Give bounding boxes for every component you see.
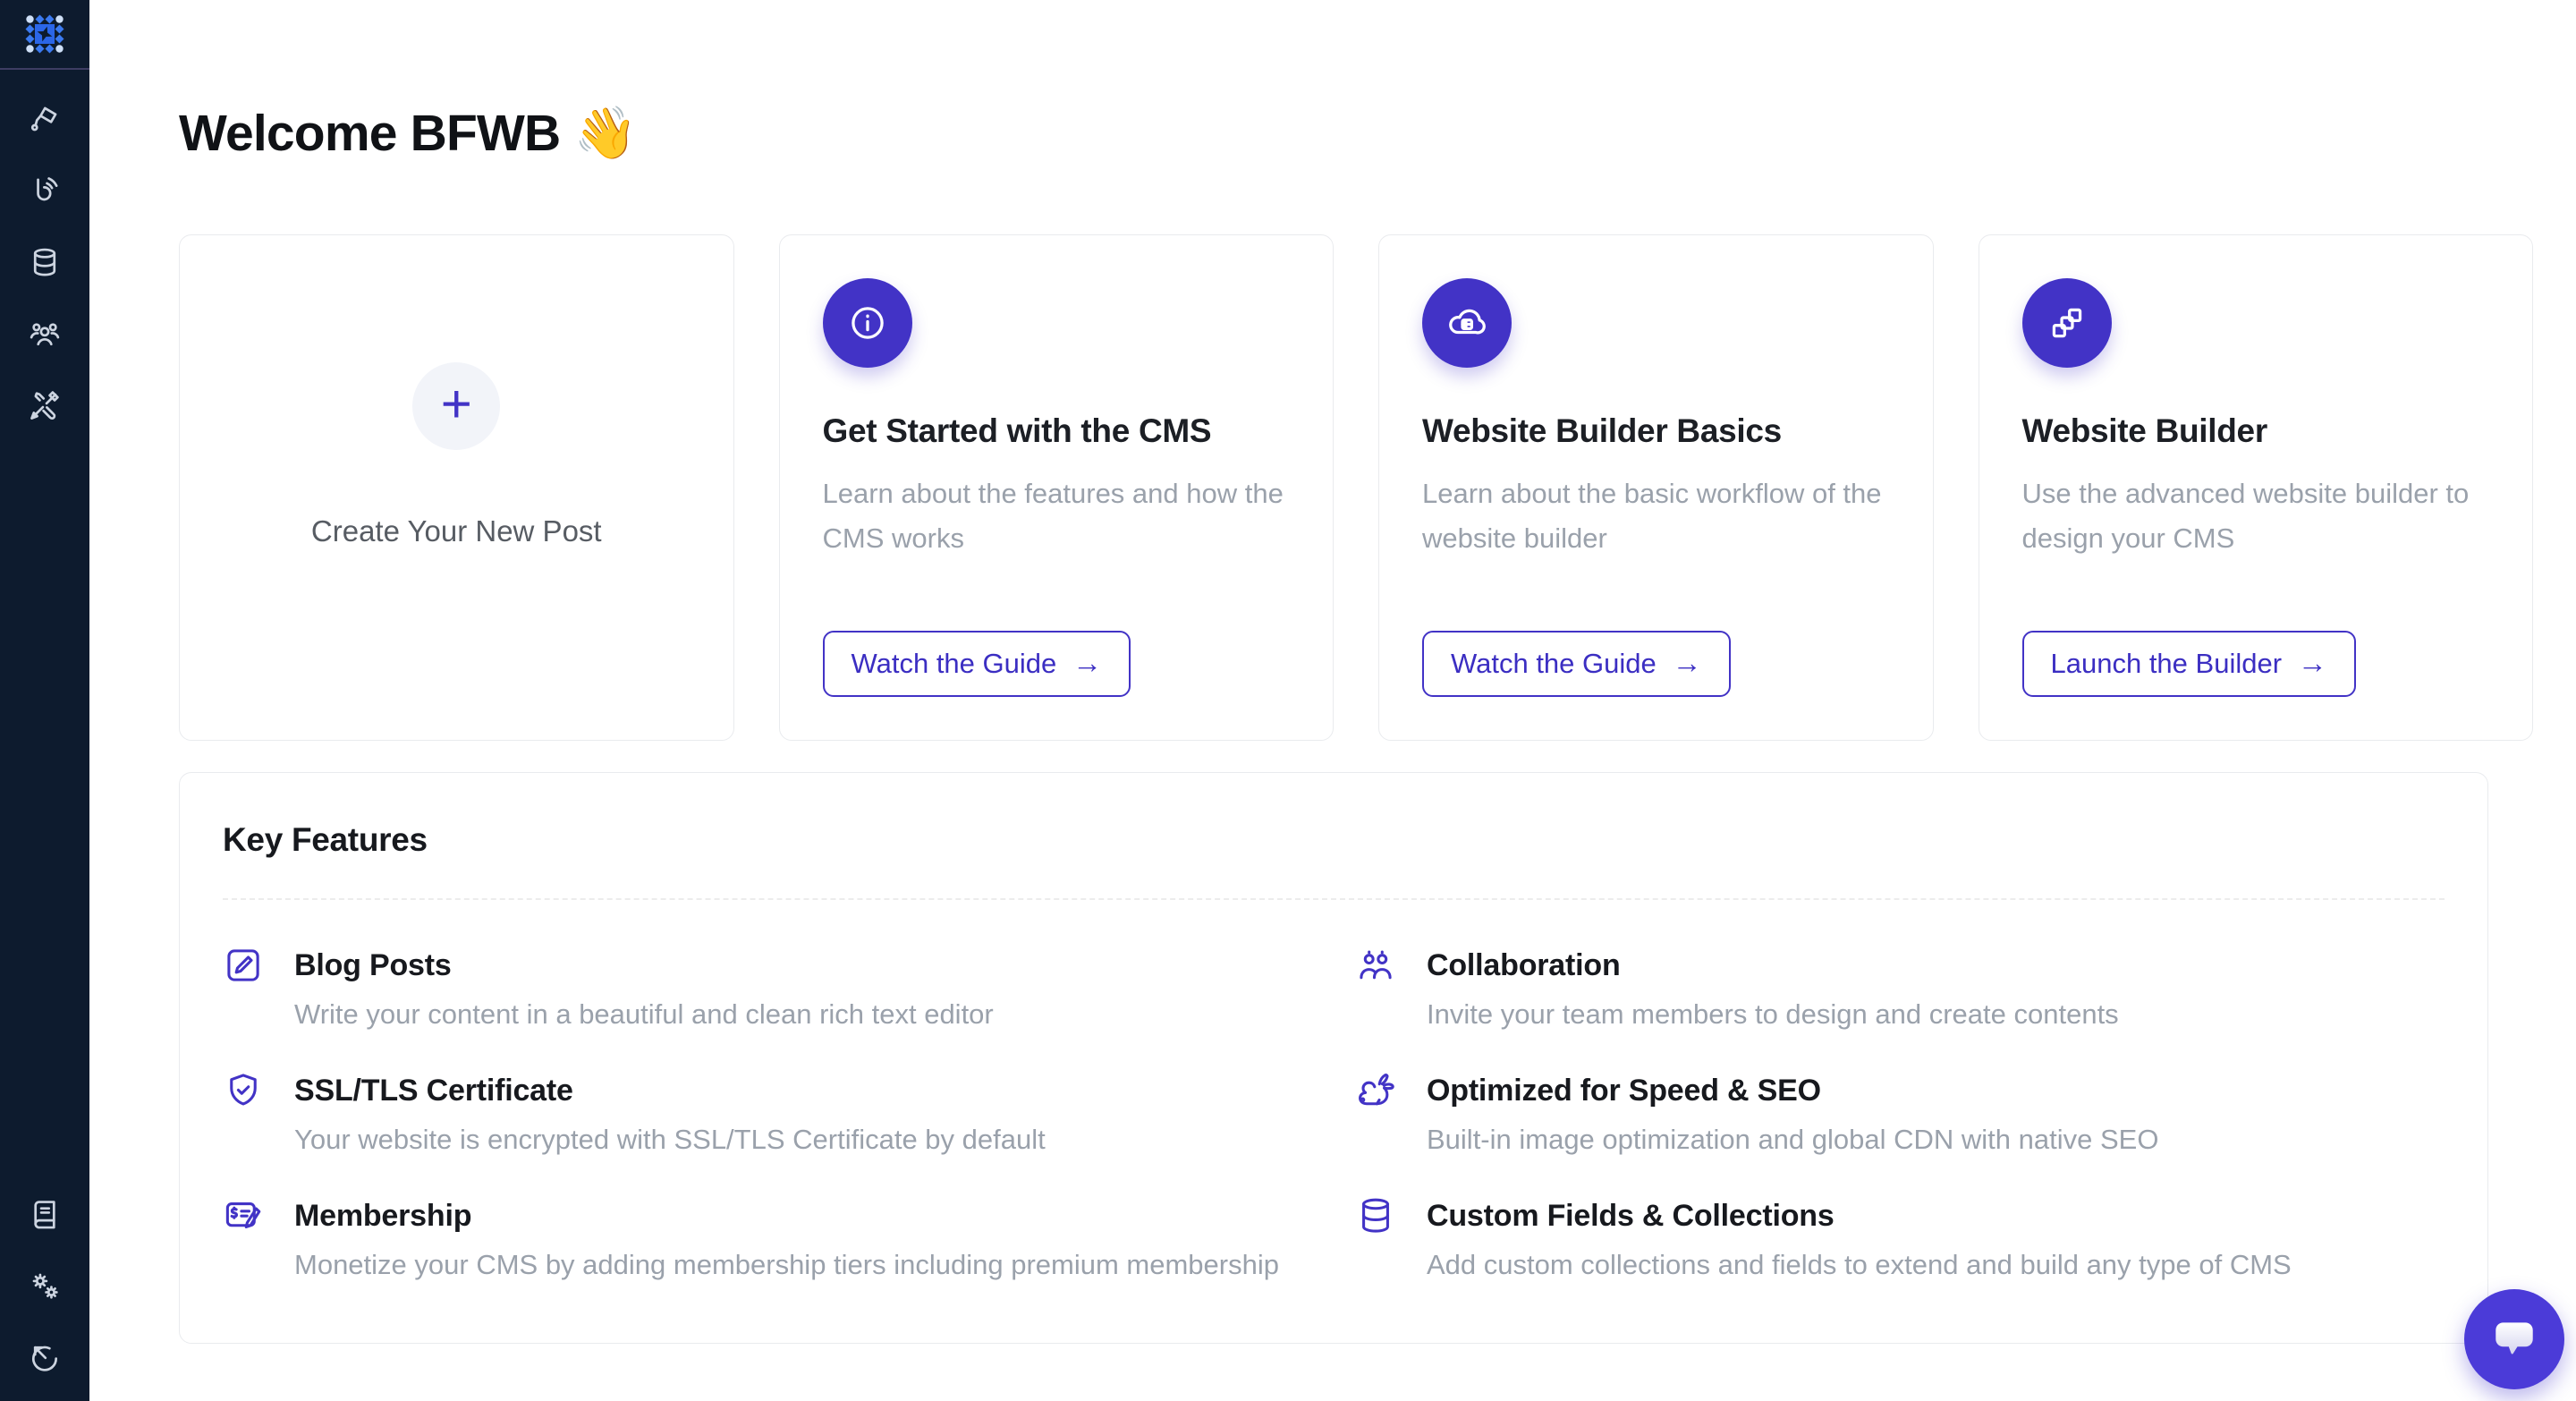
button-label: Watch the Guide xyxy=(1451,647,1657,679)
database-icon xyxy=(33,248,56,276)
tools-icon xyxy=(30,391,59,420)
feature-title: Optimized for Speed & SEO xyxy=(1427,1073,1821,1108)
feature-title: SSL/TLS Certificate xyxy=(294,1073,573,1108)
chat-bubble-icon xyxy=(2496,1322,2533,1354)
wave-emoji: 👋 xyxy=(573,105,637,162)
card-description: Use the advanced website builder to desi… xyxy=(2021,477,2470,554)
watch-guide-button[interactable]: Watch the Guide → xyxy=(822,630,1131,697)
sidebar-item-docs[interactable] xyxy=(28,1197,62,1231)
card-title: Website Builder xyxy=(2021,412,2268,449)
features-grid: Blog Posts Write your content in a beaut… xyxy=(223,945,2445,1283)
app-logo-icon xyxy=(25,14,64,54)
divider xyxy=(223,897,2445,900)
sidebar-item-team[interactable] xyxy=(28,317,62,351)
feature-custom-fields: Custom Fields & Collections Add custom c… xyxy=(1355,1195,2445,1283)
create-post-label: Create Your New Post xyxy=(310,514,602,548)
create-post-card[interactable]: + Create Your New Post xyxy=(179,234,734,741)
key-features-card: Key Features Blog Posts Write your conte… xyxy=(179,771,2488,1344)
card-title: Get Started with the CMS xyxy=(822,412,1212,449)
feature-description: Your website is encrypted with SSL/TLS C… xyxy=(294,1123,1046,1155)
feature-blog-posts: Blog Posts Write your content in a beaut… xyxy=(223,945,1312,1032)
plus-glyph: + xyxy=(440,373,472,434)
sidebar xyxy=(0,0,89,1401)
feature-description: Invite your team members to design and c… xyxy=(1427,998,2119,1030)
info-icon xyxy=(822,277,912,368)
chat-button[interactable] xyxy=(2464,1289,2564,1389)
sidebar-item-settings[interactable] xyxy=(28,1269,62,1303)
builder-blocks-icon-glyph xyxy=(2052,308,2081,338)
main-content: Welcome BFWB 👋 + Create Your New Post Ge… xyxy=(89,0,2576,1344)
card-description: Learn about the features and how the CMS… xyxy=(822,477,1284,554)
app-logo[interactable] xyxy=(0,0,89,70)
sidebar-item-tools[interactable] xyxy=(28,388,62,422)
sidebar-nav-top xyxy=(28,102,62,422)
feature-ssl: SSL/TLS Certificate Your website is encr… xyxy=(223,1070,1312,1158)
feature-title: Collaboration xyxy=(1427,947,1621,982)
feature-speed-seo: Optimized for Speed & SEO Built-in image… xyxy=(1355,1070,2445,1158)
watch-guide-button[interactable]: Watch the Guide → xyxy=(1422,630,1731,697)
sidebar-item-database[interactable] xyxy=(28,245,62,279)
feature-title: Custom Fields & Collections xyxy=(1427,1198,1835,1233)
feature-description: Monetize your CMS by adding membership t… xyxy=(294,1248,1279,1280)
sidebar-item-design[interactable] xyxy=(28,102,62,136)
speed-rabbit-icon xyxy=(1355,1070,1396,1111)
cloud-server-icon xyxy=(1422,277,1512,368)
design-marker-icon xyxy=(30,106,57,132)
welcome-text: Welcome BFWB xyxy=(179,105,561,162)
feature-membership: Membership Monetize your CMS by adding m… xyxy=(223,1195,1312,1283)
builder-basics-card: Website Builder Basics Learn about the b… xyxy=(1378,234,1934,741)
shield-check-icon xyxy=(223,1070,264,1111)
plus-icon: + xyxy=(412,361,501,450)
arrow-right-icon: → xyxy=(1672,646,1702,680)
key-features-title: Key Features xyxy=(223,820,428,858)
custom-fields-database-icon xyxy=(1355,1195,1396,1236)
sidebar-item-history[interactable] xyxy=(28,1340,62,1374)
feature-title: Blog Posts xyxy=(294,947,452,982)
arrow-right-icon: → xyxy=(2298,646,2328,680)
builder-blocks-icon xyxy=(2021,277,2112,368)
launch-builder-button[interactable]: Launch the Builder → xyxy=(2021,630,2357,697)
get-started-card: Get Started with the CMS Learn about the… xyxy=(778,234,1334,741)
collaboration-users-icon xyxy=(1355,945,1396,986)
card-title: Website Builder Basics xyxy=(1422,412,1782,449)
sidebar-nav-bottom xyxy=(28,1197,62,1374)
create-post-inner: + Create Your New Post xyxy=(310,361,602,548)
feature-description: Write your content in a beautiful and cl… xyxy=(294,998,994,1030)
blog-icon xyxy=(37,177,58,201)
history-icon xyxy=(31,1346,58,1371)
feature-description: Built-in image optimization and global C… xyxy=(1427,1123,2159,1155)
team-icon xyxy=(30,323,60,346)
gears-settings-icon xyxy=(32,1273,58,1299)
book-icon xyxy=(34,1201,55,1229)
button-label: Launch the Builder xyxy=(2050,647,2283,679)
card-description: Learn about the basic workflow of the we… xyxy=(1422,477,1882,554)
blog-posts-icon xyxy=(223,945,264,986)
sidebar-item-blog[interactable] xyxy=(28,174,62,208)
membership-billing-icon xyxy=(223,1195,264,1236)
page-title: Welcome BFWB 👋 xyxy=(179,105,2533,163)
button-label: Watch the Guide xyxy=(851,647,1057,679)
cloud-server-icon-glyph xyxy=(1449,309,1486,335)
arrow-right-icon: → xyxy=(1072,646,1103,680)
onboarding-cards-row: + Create Your New Post Get Started with … xyxy=(179,234,2533,741)
feature-collaboration: Collaboration Invite your team members t… xyxy=(1355,945,2445,1032)
feature-description: Add custom collections and fields to ext… xyxy=(1427,1248,2292,1280)
info-icon-glyph xyxy=(851,307,884,339)
feature-title: Membership xyxy=(294,1198,472,1233)
website-builder-card: Website Builder Use the advanced website… xyxy=(1978,234,2533,741)
